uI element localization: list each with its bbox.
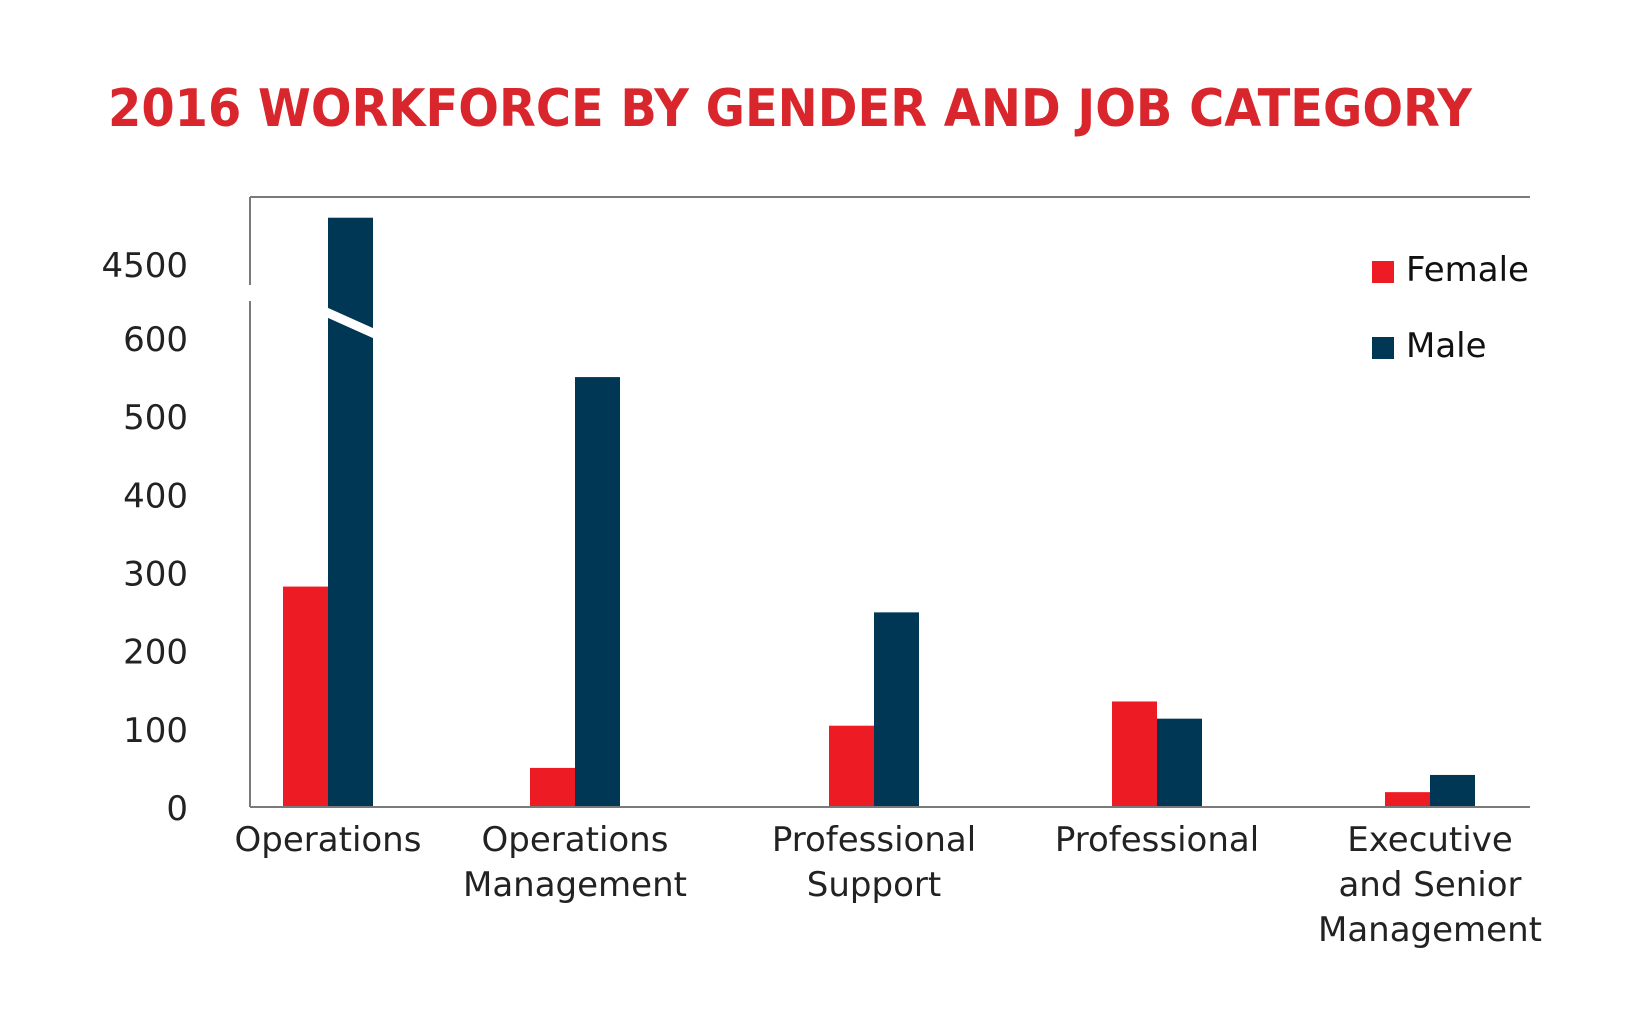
category-label: Management [1318,910,1542,950]
category-label: Operations [235,820,422,860]
legend-label-male: Male [1406,326,1487,366]
chart-title: 2016 WORKFORCE BY GENDER AND JOB CATEGOR… [108,79,1473,139]
y-tick-label: 600 [123,320,188,360]
y-tick-label: 400 [123,476,188,516]
category-label: Operations [482,820,669,860]
bar-male-0 [328,217,373,807]
bar-male-1 [575,377,620,807]
category-label: Professional [1055,820,1259,860]
labels-layer: 0 100 200 300 400 500 600 4500 Operations Operati… [101,246,1542,950]
category-label: Professional [772,820,976,860]
bar-female-4 [1385,792,1430,807]
bar-female-1 [530,767,575,807]
y-tick-label: 100 [123,711,188,751]
category-label: Support [807,865,941,905]
y-tick-label: 200 [123,633,188,673]
bar-female-2 [829,725,874,807]
bars-layer [283,217,1475,807]
category-label: Management [463,865,687,905]
y-tick-label: 4500 [101,246,188,286]
bar-female-3 [1112,701,1157,807]
category-label: Executive [1347,820,1513,860]
legend-swatch-male [1372,337,1394,359]
legend-swatch-female [1372,261,1394,283]
axes-layer [249,196,1530,808]
legend: Female Male [1372,250,1529,366]
bar-break-mark [326,307,375,339]
y-tick-label: 0 [166,789,188,829]
bar-female-0 [283,586,328,807]
y-tick-label: 500 [123,398,188,438]
bar-male-2 [874,612,919,807]
bar-male-3 [1157,718,1202,807]
legend-label-female: Female [1406,250,1529,290]
category-label: and Senior [1338,865,1521,905]
y-tick-label: 300 [123,555,188,595]
bar-male-4 [1430,774,1475,807]
